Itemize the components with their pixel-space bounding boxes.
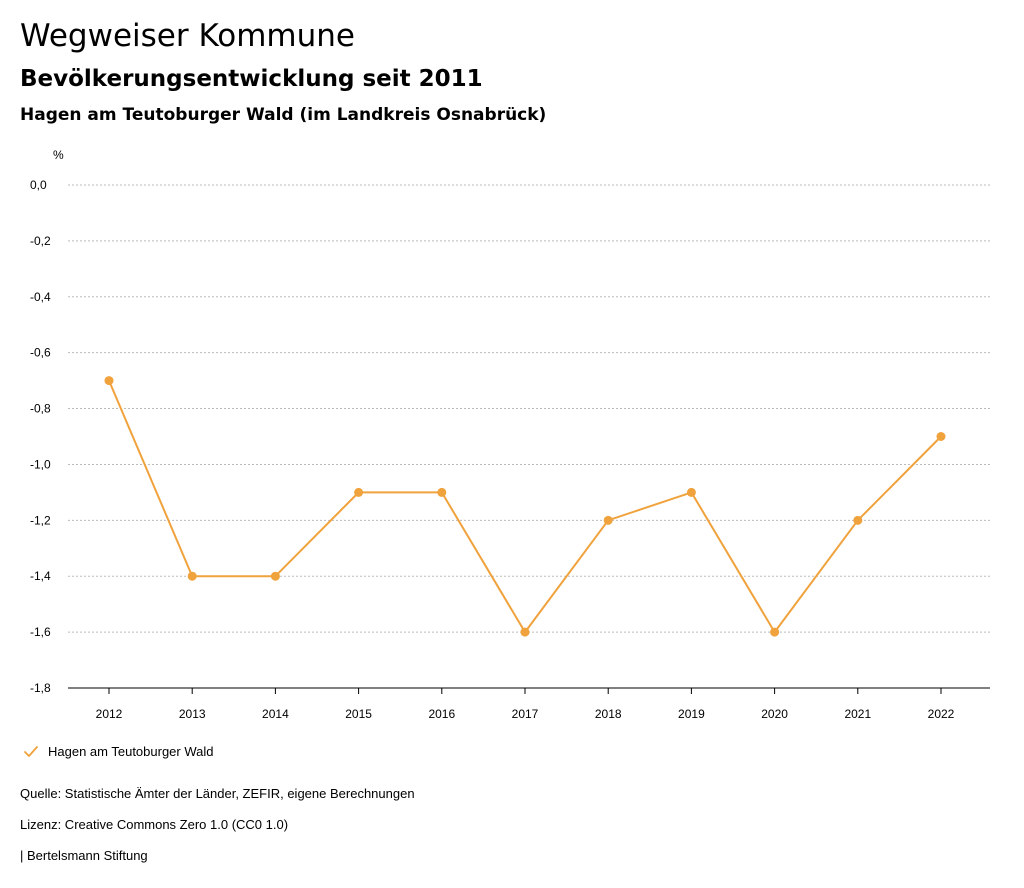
checkmark-icon [24,745,38,757]
data-point[interactable] [603,515,613,525]
x-tick-label: 2020 [761,707,788,721]
x-tick-label: 2017 [512,707,539,721]
x-tick-label: 2022 [928,707,955,721]
data-point[interactable] [187,571,197,581]
publisher-credit: | Bertelsmann Stiftung [20,848,148,863]
license-note: Lizenz: Creative Commons Zero 1.0 (CC0 1… [20,817,289,832]
y-tick-label: -1,6 [30,625,51,639]
source-note: Quelle: Statistische Ämter der Länder, Z… [20,786,415,801]
series-line [108,380,942,634]
y-tick-label: 0,0 [30,178,47,192]
y-tick-label: -1,2 [30,513,51,527]
y-tick-label: -1,8 [30,681,51,695]
axes: 0,0 -0,2 -0,4 -0,6 -0,8 -1,0 -1,2 -1,4 -1,6 -1,8 2… [30,178,990,721]
gridlines [68,184,990,633]
data-point[interactable] [270,571,280,581]
series-layer [104,376,946,637]
data-point[interactable] [354,487,364,497]
legend-label: Hagen am Teutoburger Wald [48,744,214,759]
x-tick-label: 2014 [262,707,289,721]
x-tick-label: 2018 [595,707,622,721]
y-tick-label: -0,2 [30,234,51,248]
x-tick-label: 2016 [428,707,455,721]
data-point[interactable] [686,487,696,497]
y-tick-label: -0,4 [30,290,51,304]
y-tick-label: -0,6 [30,346,51,360]
y-tick-label: -1,0 [30,457,51,471]
data-point[interactable] [104,376,114,386]
y-tick-label: -0,8 [30,402,51,416]
region-title: Hagen am Teutoburger Wald (im Landkreis … [20,105,547,125]
x-tick-label: 2015 [345,707,372,721]
x-tick-label: 2013 [179,707,206,721]
data-point[interactable] [853,515,863,525]
y-tick-label: -1,4 [30,569,51,583]
x-tick-label: 2012 [96,707,123,721]
page-title: Wegweiser Kommune [20,18,355,54]
data-point[interactable] [520,627,530,637]
data-point[interactable] [936,432,946,441]
y-axis-unit-label: % [53,148,64,162]
chart-subtitle: Bevölkerungsentwicklung seit 2011 [20,66,483,92]
legend[interactable]: Hagen am Teutoburger Wald [24,744,213,759]
data-point[interactable] [770,627,780,637]
x-tick-label: 2021 [844,707,871,721]
data-point[interactable] [437,487,447,497]
line-chart: % 0,0 -0,2 -0,4 -0,6 -0,8 -1,0 -1,2 -1,4 -1,6 -1,… [30,148,990,721]
x-tick-label: 2019 [678,707,705,721]
